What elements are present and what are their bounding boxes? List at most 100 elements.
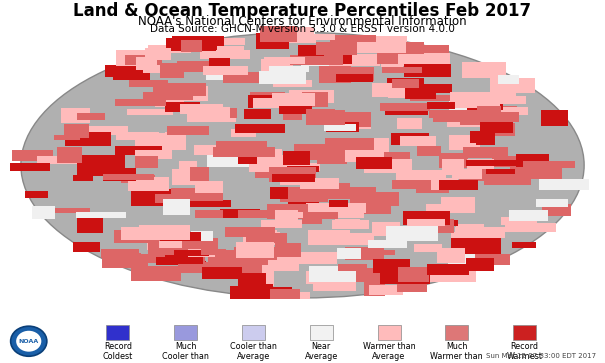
Bar — [226, 227, 275, 237]
Text: Cooler than
Average: Cooler than Average — [230, 342, 277, 361]
Bar — [445, 200, 469, 209]
Bar — [77, 218, 103, 233]
Bar — [64, 124, 89, 138]
Bar — [340, 67, 374, 81]
Bar — [248, 258, 299, 271]
Bar — [258, 248, 295, 256]
Bar — [128, 177, 169, 191]
Bar — [329, 57, 380, 66]
Bar — [155, 253, 188, 265]
Bar — [163, 199, 190, 215]
Bar — [290, 56, 342, 65]
Bar — [243, 232, 280, 245]
Bar — [536, 199, 568, 207]
Bar — [402, 273, 431, 283]
Text: Sun Mar 12 07:33:00 EDT 2017: Sun Mar 12 07:33:00 EDT 2017 — [486, 353, 596, 359]
Bar — [269, 66, 309, 72]
Bar — [364, 206, 391, 214]
Bar — [273, 80, 312, 87]
Bar — [450, 92, 500, 108]
Bar — [517, 154, 549, 167]
Bar — [400, 49, 432, 55]
Bar — [272, 174, 315, 182]
Bar — [341, 54, 388, 62]
Bar — [159, 241, 182, 248]
Bar — [136, 151, 172, 159]
Bar — [131, 189, 182, 206]
Bar — [255, 172, 280, 178]
Bar — [253, 230, 277, 244]
Bar — [102, 253, 141, 269]
Bar — [201, 249, 226, 255]
Bar — [143, 91, 193, 100]
Bar — [250, 92, 285, 98]
Bar — [475, 254, 510, 265]
Bar — [167, 126, 209, 135]
Bar — [426, 272, 477, 282]
Bar — [198, 262, 247, 272]
Bar — [306, 109, 335, 125]
Bar — [347, 35, 373, 48]
Bar — [385, 109, 428, 115]
Bar — [270, 289, 301, 299]
Bar — [450, 100, 473, 111]
Bar — [397, 175, 439, 188]
Bar — [410, 95, 459, 101]
Bar — [512, 242, 536, 248]
Bar — [135, 133, 186, 150]
Bar — [313, 183, 350, 199]
Bar — [288, 200, 319, 209]
Bar — [238, 273, 266, 286]
Bar — [195, 210, 223, 218]
Bar — [393, 42, 424, 54]
Bar — [414, 244, 442, 252]
Bar — [78, 155, 125, 170]
Bar — [117, 50, 158, 66]
Bar — [337, 268, 387, 282]
Text: Record
Warmest: Record Warmest — [506, 342, 543, 361]
Bar — [275, 243, 301, 257]
Bar — [477, 106, 502, 113]
Bar — [426, 204, 457, 213]
Bar — [248, 95, 284, 108]
Bar — [214, 147, 254, 157]
Bar — [260, 26, 297, 41]
Bar — [310, 206, 339, 219]
Bar — [460, 115, 489, 125]
Bar — [484, 175, 531, 185]
Bar — [383, 152, 410, 162]
Bar — [427, 102, 455, 109]
Bar — [364, 159, 412, 174]
Bar — [190, 167, 209, 181]
Bar — [302, 217, 322, 224]
Bar — [171, 36, 224, 50]
Bar — [56, 147, 82, 163]
Bar — [382, 67, 422, 73]
Bar — [234, 248, 277, 260]
Bar — [391, 132, 429, 146]
Bar — [73, 175, 93, 182]
Bar — [209, 58, 231, 70]
Bar — [523, 161, 575, 168]
Bar — [509, 210, 548, 221]
Bar — [163, 228, 189, 237]
Bar — [327, 122, 371, 129]
Bar — [77, 114, 105, 121]
Bar — [381, 58, 403, 67]
Bar — [345, 149, 384, 162]
Bar — [142, 267, 168, 278]
Bar — [136, 57, 157, 70]
Bar — [231, 149, 275, 157]
Bar — [121, 175, 155, 183]
Bar — [154, 95, 184, 107]
Bar — [139, 225, 191, 240]
Bar — [31, 206, 55, 219]
Bar — [307, 231, 350, 245]
Bar — [455, 101, 488, 107]
Bar — [336, 74, 373, 82]
Bar — [261, 149, 282, 166]
Bar — [486, 169, 515, 185]
Bar — [82, 126, 128, 135]
Circle shape — [16, 331, 41, 352]
Bar — [283, 107, 302, 120]
